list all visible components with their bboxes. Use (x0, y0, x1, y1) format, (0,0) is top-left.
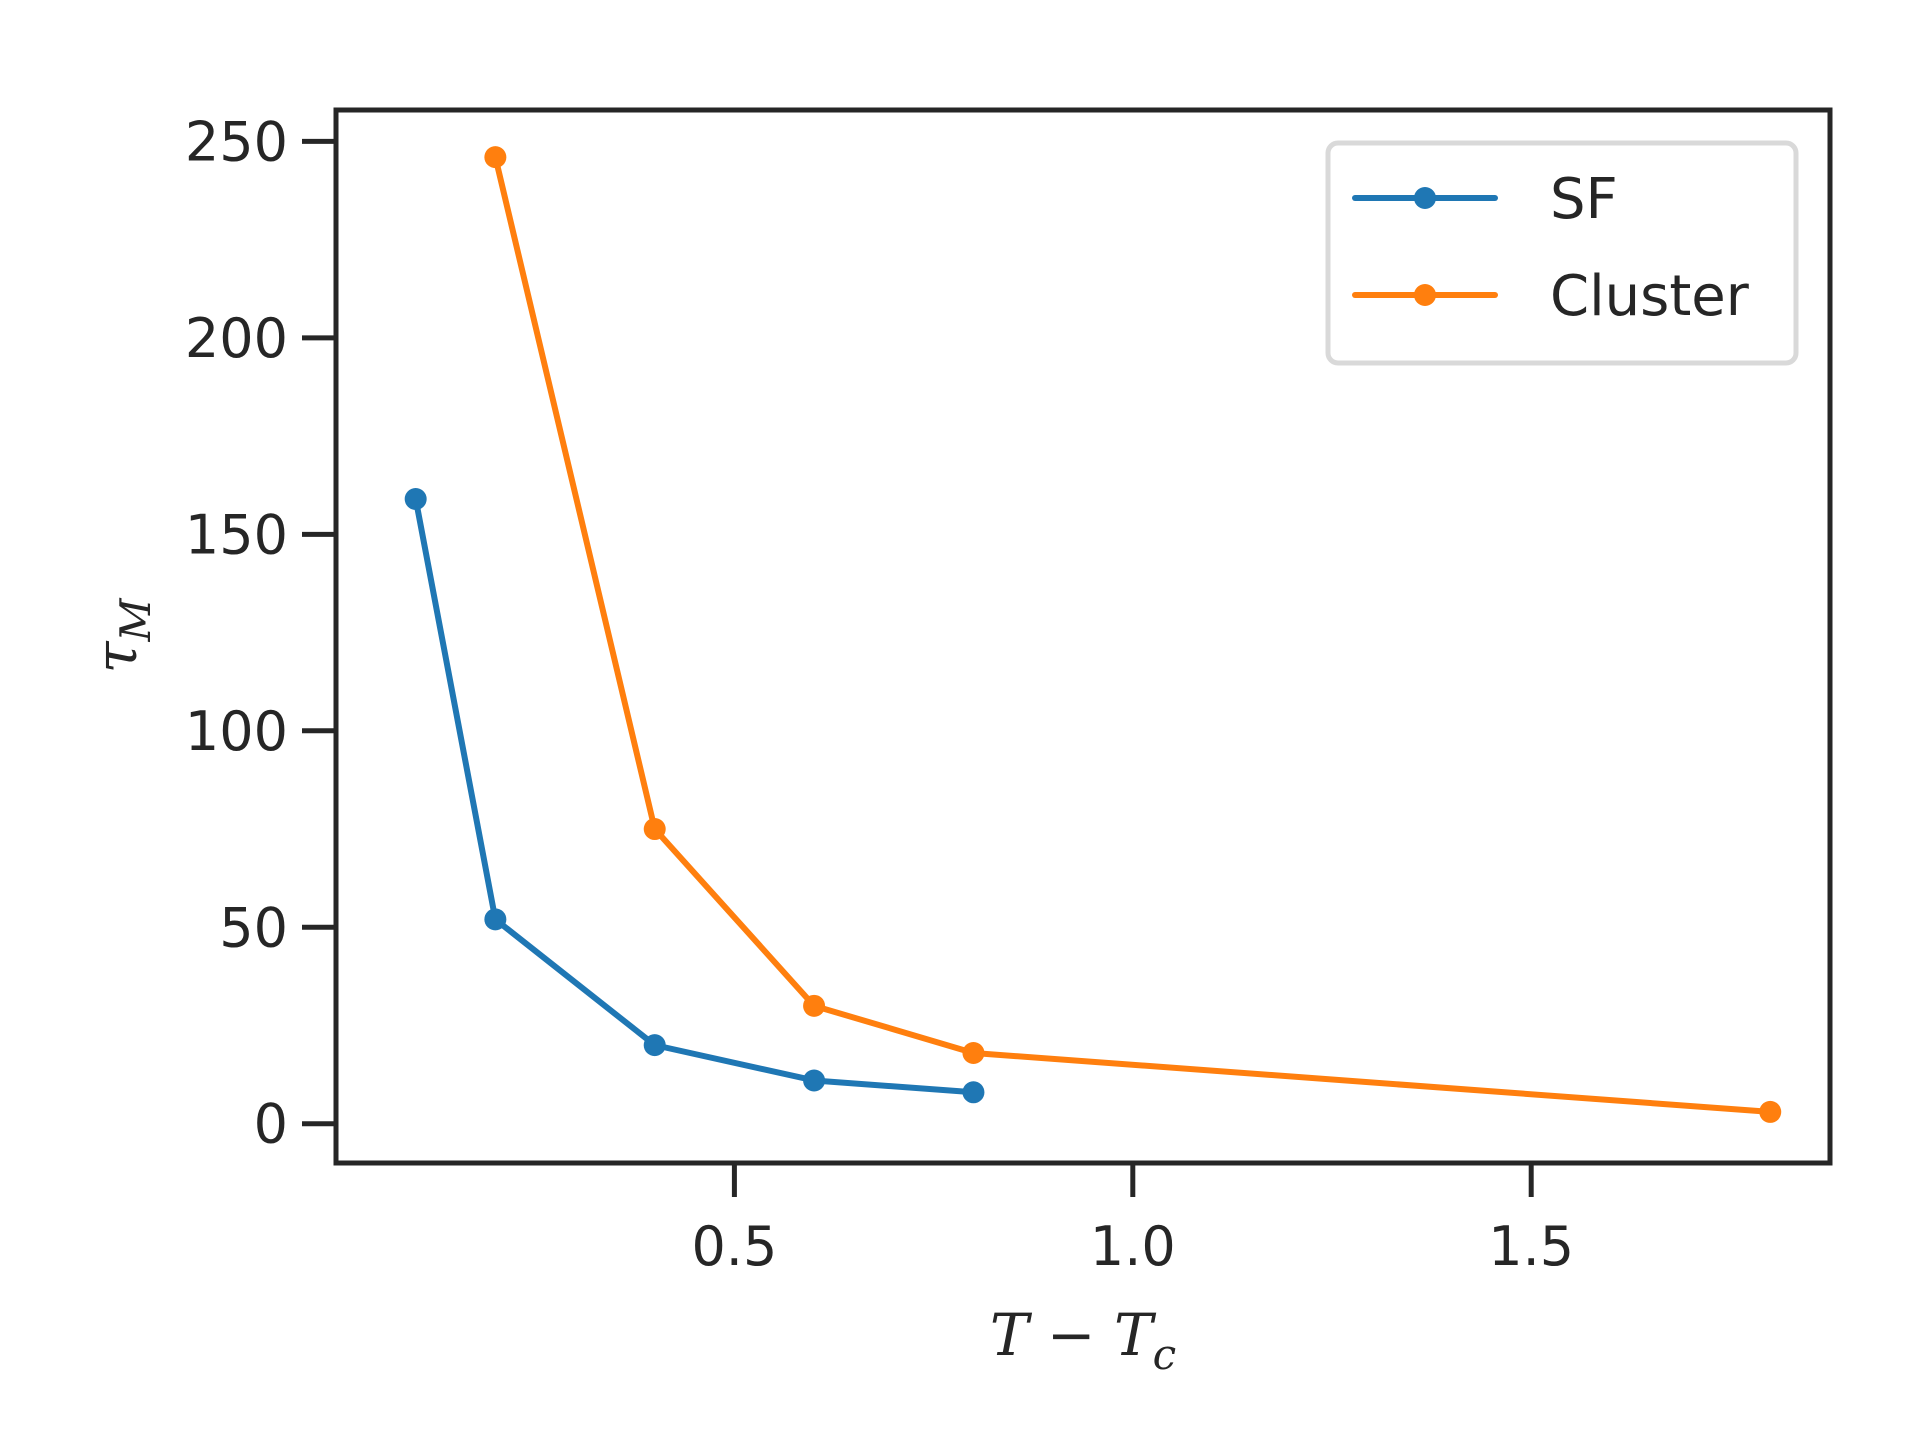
legend-label-cluster: Cluster (1550, 264, 1750, 329)
plot-frame (333, 107, 1833, 1166)
y-tick-label: 100 (185, 700, 288, 763)
x-tick-label: 1.0 (1090, 1215, 1176, 1278)
x-tick-label: 0.5 (691, 1215, 777, 1278)
x-axis-label: T − Tc (990, 1301, 1176, 1379)
series-sf (404, 487, 985, 1104)
data-point-cluster (1759, 1100, 1782, 1123)
legend-marker-cluster (1414, 284, 1436, 306)
data-point-sf (643, 1034, 666, 1057)
legend: SF Cluster (1325, 140, 1799, 366)
x-axis-label-main: T − T (990, 1301, 1157, 1369)
data-point-sf (484, 908, 507, 931)
y-axis-label: τM (82, 597, 160, 673)
y-axis-label-subscript: M (111, 597, 160, 642)
legend-item-sf: SF (1352, 167, 1618, 232)
y-tick-label: 0 (254, 1093, 288, 1156)
x-axis: 0.5 1.0 1.5 (691, 1163, 1574, 1278)
x-axis-label-subscript: c (1153, 1330, 1177, 1379)
data-point-sf (962, 1081, 985, 1104)
y-tick-label: 250 (185, 110, 288, 173)
data-point-cluster (484, 146, 507, 169)
legend-marker-sf (1414, 187, 1436, 209)
legend-label-sf: SF (1550, 167, 1618, 232)
plot-area (404, 146, 1782, 1123)
data-point-cluster (962, 1041, 985, 1064)
series-cluster (484, 146, 1782, 1123)
y-tick-label: 200 (185, 307, 288, 370)
legend-item-cluster: Cluster (1352, 264, 1750, 329)
y-tick-label: 150 (185, 503, 288, 566)
data-point-cluster (803, 994, 826, 1017)
x-tick-label: 1.5 (1488, 1215, 1574, 1278)
y-axis: 0 50 100 150 200 250 (185, 110, 336, 1156)
data-point-sf (404, 487, 427, 510)
data-point-cluster (643, 818, 666, 841)
y-tick-label: 50 (219, 896, 288, 959)
y-axis-label-main: τ (82, 641, 150, 674)
data-point-sf (803, 1069, 826, 1092)
